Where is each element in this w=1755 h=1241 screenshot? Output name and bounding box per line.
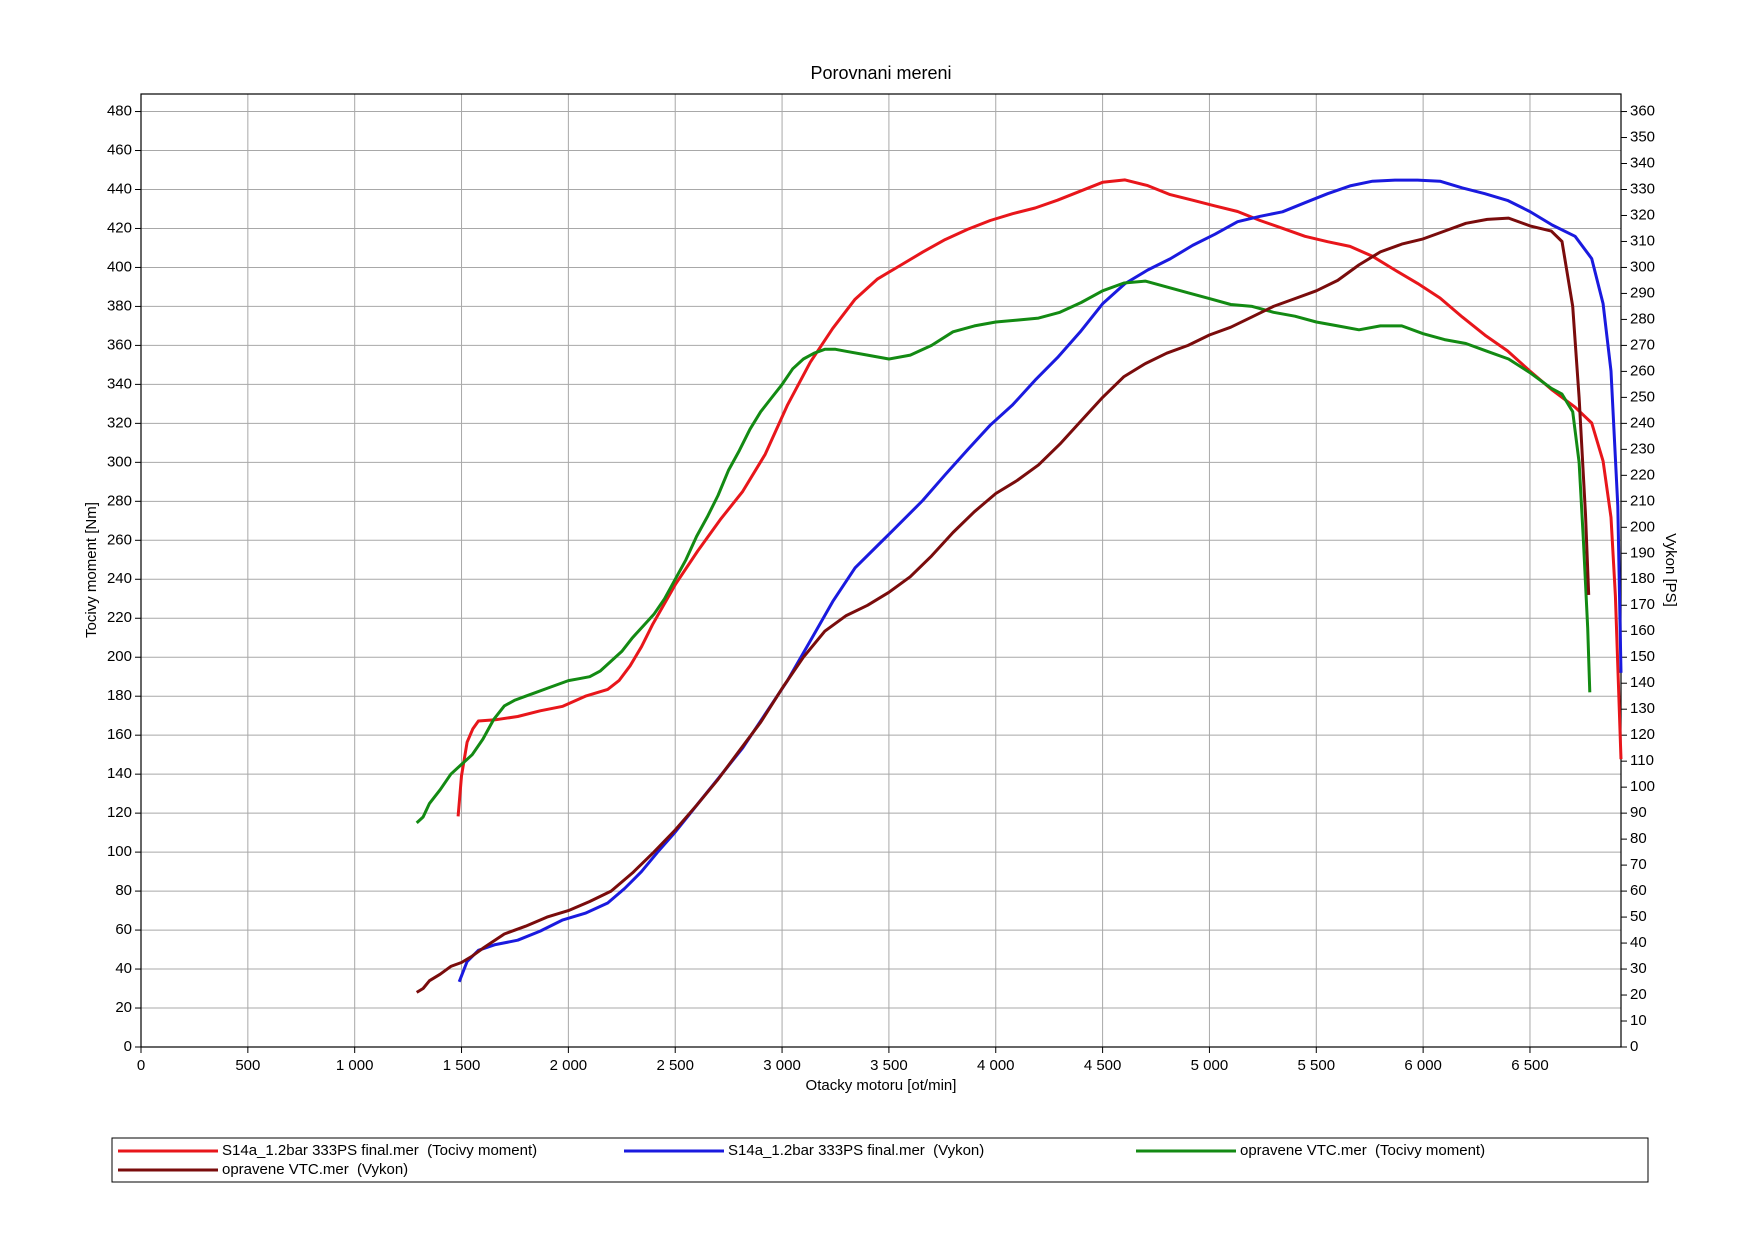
y2-tick-label: 200 <box>1630 518 1655 535</box>
y2-tick-label: 110 <box>1630 752 1654 769</box>
y2-tick-label: 360 <box>1630 103 1655 120</box>
series-line <box>415 216 1591 994</box>
y-tick-label: 20 <box>115 999 132 1016</box>
y-tick-label: 420 <box>107 219 132 236</box>
y-tick-label: 380 <box>107 297 132 314</box>
y2-tick-label: 80 <box>1630 830 1647 847</box>
y-tick-label: 480 <box>107 103 132 120</box>
y-tick-label: 200 <box>107 648 132 665</box>
y2-tick-label: 120 <box>1630 726 1655 743</box>
y2-tick-label: 70 <box>1630 856 1647 873</box>
series-line <box>456 178 1623 817</box>
x-tick-label: 500 <box>235 1057 260 1074</box>
x-tick-label: 2 500 <box>656 1057 694 1074</box>
x-tick-label: 2 000 <box>550 1057 588 1074</box>
x-tick-label: 1 000 <box>336 1057 374 1074</box>
y2-tick-label: 0 <box>1630 1038 1638 1055</box>
y-tick-label: 40 <box>115 960 132 977</box>
x-tick-label: 5 000 <box>1191 1057 1229 1074</box>
y-tick-label: 160 <box>107 726 132 743</box>
y2-tick-label: 10 <box>1630 1012 1647 1029</box>
y-tick-label: 120 <box>107 804 132 821</box>
y2-tick-label: 150 <box>1630 648 1655 665</box>
y2-tick-label: 280 <box>1630 310 1655 327</box>
x-tick-label: 0 <box>137 1057 145 1074</box>
y-axis-label: Tocivy moment [Nm] <box>83 502 100 638</box>
y-tick-label: 80 <box>115 882 132 899</box>
series-line <box>457 178 1623 983</box>
y-tick-label: 340 <box>107 375 132 392</box>
x-tick-label: 6 000 <box>1404 1057 1442 1074</box>
y2-tick-label: 190 <box>1630 544 1655 561</box>
y-tick-label: 60 <box>115 921 132 938</box>
y2-tick-label: 210 <box>1630 492 1655 509</box>
y-tick-label: 280 <box>107 492 132 509</box>
y2-tick-label: 340 <box>1630 154 1655 171</box>
legend-label: opravene VTC.mer (Vykon) <box>222 1161 408 1178</box>
y-tick-label: 100 <box>107 843 132 860</box>
y2-tick-label: 160 <box>1630 622 1655 639</box>
y2-tick-label: 170 <box>1630 596 1655 613</box>
chart-title: Porovnani mereni <box>810 63 951 83</box>
series-line <box>415 279 1592 825</box>
plot-frame <box>140 93 1622 1048</box>
y2-tick-label: 270 <box>1630 336 1655 353</box>
y-tick-label: 320 <box>107 414 132 431</box>
y2-tick-label: 20 <box>1630 986 1647 1003</box>
y2-tick-label: 290 <box>1630 284 1655 301</box>
y2-tick-label: 230 <box>1630 440 1655 457</box>
y2-tick-label: 330 <box>1630 180 1655 197</box>
y2-tick-label: 30 <box>1630 960 1647 977</box>
y-tick-label: 240 <box>107 570 132 587</box>
y2-tick-label: 50 <box>1630 908 1647 925</box>
y2-tick-label: 260 <box>1630 362 1655 379</box>
y2-tick-label: 130 <box>1630 700 1655 717</box>
y2-tick-label: 180 <box>1630 570 1655 587</box>
y2-tick-label: 310 <box>1630 232 1655 249</box>
x-axis-label: Otacky motoru [ot/min] <box>806 1077 957 1094</box>
y2-tick-label: 100 <box>1630 778 1655 795</box>
y-tick-label: 360 <box>107 336 132 353</box>
y-tick-label: 220 <box>107 609 132 626</box>
y2-tick-label: 220 <box>1630 466 1655 483</box>
y2-tick-label: 140 <box>1630 674 1655 691</box>
x-tick-label: 1 500 <box>443 1057 481 1074</box>
x-tick-label: 3 500 <box>870 1057 908 1074</box>
y-tick-label: 260 <box>107 531 132 548</box>
y2-tick-label: 90 <box>1630 804 1647 821</box>
y2-tick-label: 250 <box>1630 388 1655 405</box>
y-tick-label: 140 <box>107 765 132 782</box>
y-tick-label: 460 <box>107 141 132 158</box>
legend-label: opravene VTC.mer (Tocivy moment) <box>1240 1142 1485 1159</box>
y-tick-label: 300 <box>107 453 132 470</box>
y-tick-label: 0 <box>124 1038 132 1055</box>
x-tick-label: 6 500 <box>1511 1057 1549 1074</box>
y2-tick-label: 40 <box>1630 934 1647 951</box>
y-tick-label: 180 <box>107 687 132 704</box>
legend-box <box>111 1137 1649 1183</box>
x-tick-label: 3 000 <box>763 1057 801 1074</box>
y2-tick-label: 350 <box>1630 128 1655 145</box>
legend-label: S14a_1.2bar 333PS final.mer (Tocivy mome… <box>222 1142 537 1159</box>
y2-tick-label: 320 <box>1630 206 1655 223</box>
x-tick-label: 5 500 <box>1298 1057 1336 1074</box>
y-tick-label: 440 <box>107 180 132 197</box>
y2-tick-label: 300 <box>1630 258 1655 275</box>
x-tick-label: 4 000 <box>977 1057 1015 1074</box>
y2-axis-label: Vykon [PS] <box>1662 533 1679 607</box>
y2-tick-label: 240 <box>1630 414 1655 431</box>
x-tick-label: 4 500 <box>1084 1057 1122 1074</box>
y2-tick-label: 60 <box>1630 882 1647 899</box>
y-tick-label: 400 <box>107 258 132 275</box>
legend-label: S14a_1.2bar 333PS final.mer (Vykon) <box>728 1142 984 1159</box>
